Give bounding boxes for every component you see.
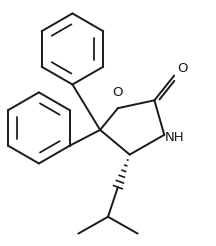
- Text: NH: NH: [164, 131, 184, 144]
- Text: O: O: [113, 86, 123, 99]
- Text: O: O: [177, 62, 187, 75]
